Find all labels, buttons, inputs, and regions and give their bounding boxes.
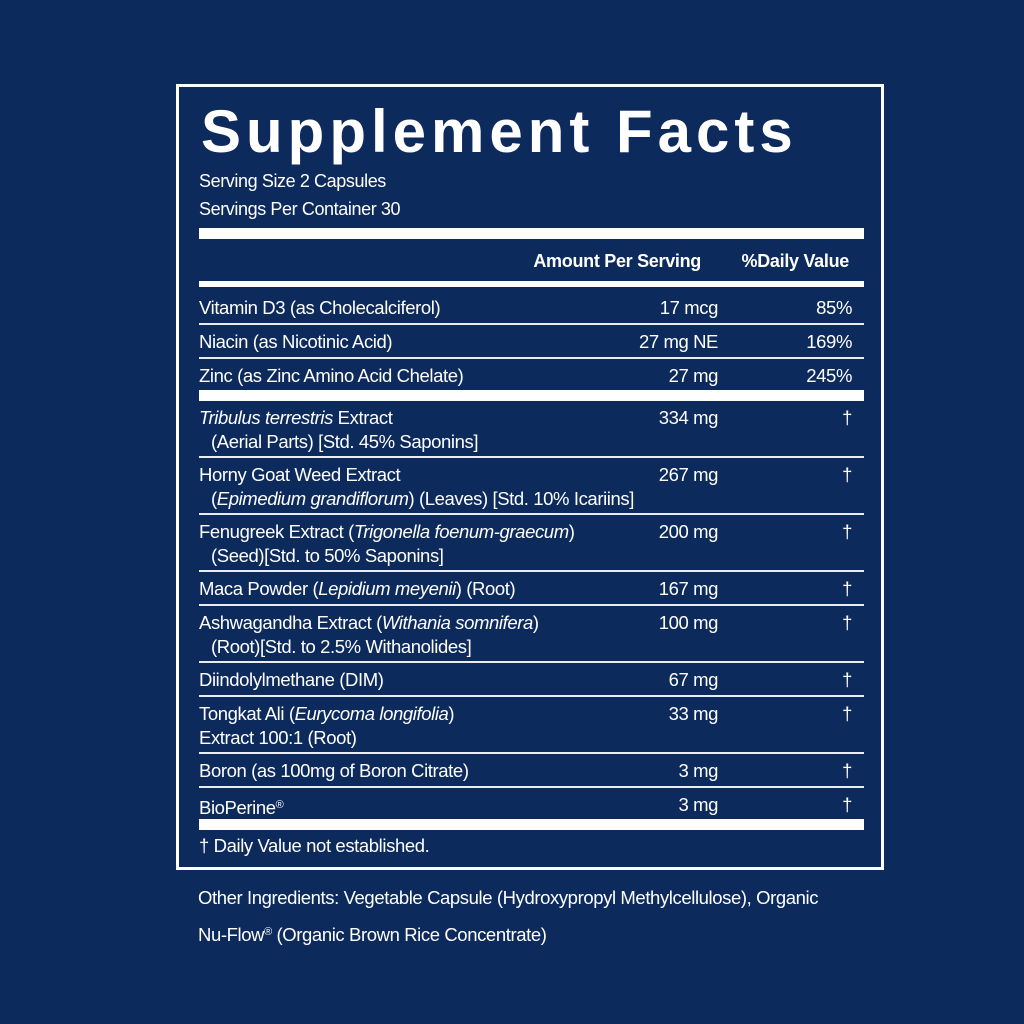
nutrient-name: BioPerine®: [199, 793, 649, 820]
daily-value: †: [842, 760, 852, 781]
name-segment: (: [211, 488, 217, 509]
name-segment: ): [532, 612, 539, 633]
table-row: Fenugreek Extract (Trigonella foenum-gra…: [199, 515, 864, 572]
name-segment: ): [448, 703, 455, 724]
name-segment: ) (Leaves) [Std. 10% Icariins]: [408, 488, 634, 509]
nutrient-name: Boron (as 100mg of Boron Citrate): [199, 759, 649, 783]
amount: 267 mg: [658, 464, 719, 485]
table-row: Maca Powder (Lepidium meyenii) (Root) 167…: [199, 572, 864, 606]
name-segment: (Root)[Std. to 2.5% Withanolides]: [211, 636, 472, 657]
daily-value: 85%: [816, 297, 852, 318]
name-segment: BioPerine: [199, 797, 276, 818]
amount-header: Amount Per Serving: [533, 251, 701, 271]
daily-value: †: [842, 407, 852, 428]
nutrient-name: Ashwagandha Extract (Withania somnifera)…: [199, 611, 649, 659]
amount: 334 mg: [658, 407, 719, 428]
daily-value: †: [842, 794, 852, 815]
nutrient-name: Fenugreek Extract (Trigonella foenum-gra…: [199, 520, 649, 568]
daily-value: †: [842, 612, 852, 633]
name-segment: (Aerial Parts) [Std. 45% Saponins]: [211, 431, 479, 452]
nutrient-name: Tribulus terrestris Extract (Aerial Parts…: [199, 406, 649, 454]
name-segment: Extract 100:1 (Root): [199, 727, 357, 748]
other-ingredients-line1: Other Ingredients: Vegetable Capsule (Hy…: [198, 887, 819, 908]
other-ingredients: Other Ingredients: Vegetable Capsule (Hy…: [198, 880, 898, 952]
servings-per-container: Servings Per Container 30: [199, 199, 401, 219]
amount: 200 mg: [658, 521, 719, 542]
nutrient-name: Tongkat Ali (Eurycoma longifolia) Extract…: [199, 702, 649, 750]
registered-mark: ®: [264, 926, 272, 938]
amount: 3 mg: [678, 794, 718, 815]
daily-value-header: %Daily Value: [741, 251, 850, 271]
name-segment: Vitamin D3 (as Cholecalciferol): [199, 297, 441, 318]
serving-size: Serving Size 2 Capsules: [199, 171, 386, 191]
table-row: Tongkat Ali (Eurycoma longifolia) Extract…: [199, 697, 864, 754]
daily-value: †: [842, 669, 852, 690]
thick-divider: [199, 390, 864, 401]
daily-value: 169%: [806, 331, 852, 352]
nutrient-name: Diindolylmethane (DIM): [199, 668, 649, 692]
daily-value: †: [842, 464, 852, 485]
name-segment: Epimedium grandiflorum: [216, 488, 409, 509]
name-segment: Ashwagandha Extract (: [199, 612, 382, 633]
table-row: Ashwagandha Extract (Withania somnifera)…: [199, 606, 864, 663]
name-segment: Eurycoma longifolia: [294, 703, 449, 724]
amount: 3 mg: [678, 760, 718, 781]
amount: 27 mg NE: [638, 331, 718, 352]
table-row: Tribulus terrestris Extract (Aerial Parts…: [199, 401, 864, 458]
table-row: Vitamin D3 (as Cholecalciferol) 17 mcg 85%: [199, 291, 864, 325]
thick-divider: [199, 819, 864, 830]
nutrient-name: Vitamin D3 (as Cholecalciferol): [199, 296, 649, 320]
name-segment: ) (Root): [455, 578, 516, 599]
table-row: BioPerine® 3 mg †: [199, 788, 864, 819]
nutrient-table: Vitamin D3 (as Cholecalciferol) 17 mcg 85%…: [199, 291, 864, 830]
nutrient-name: Niacin (as Nicotinic Acid): [199, 330, 649, 354]
name-segment: Boron (as 100mg of Boron Citrate): [199, 760, 469, 781]
name-segment: Trigonella foenum-graecum: [353, 521, 569, 542]
name-segment: Fenugreek Extract (: [199, 521, 354, 542]
name-segment: Horny Goat Weed Extract: [199, 464, 401, 485]
amount: 100 mg: [658, 612, 719, 633]
name-segment: Tribulus terrestris: [199, 407, 333, 428]
name-segment: Maca Powder (: [199, 578, 319, 599]
table-row: Zinc (as Zinc Amino Acid Chelate) 27 mg 24…: [199, 359, 864, 390]
name-segment: Tongkat Ali (: [199, 703, 295, 724]
nutrient-name: Maca Powder (Lepidium meyenii) (Root): [199, 577, 649, 601]
other-ingredients-line2: (Organic Brown Rice Concentrate): [271, 924, 547, 945]
daily-value: †: [842, 703, 852, 724]
panel-title: Supplement Facts: [201, 98, 798, 165]
name-segment: Niacin (as Nicotinic Acid): [199, 331, 393, 352]
name-segment: Extract: [332, 407, 393, 428]
amount: 33 mg: [668, 703, 719, 724]
thick-divider: [199, 228, 864, 239]
name-segment: Zinc (as Zinc Amino Acid Chelate): [199, 365, 464, 386]
daily-value: †: [842, 521, 852, 542]
amount: 17 mcg: [659, 297, 719, 318]
footnote: † Daily Value not established.: [199, 835, 430, 856]
daily-value: 245%: [806, 365, 852, 386]
table-row: Diindolylmethane (DIM) 67 mg †: [199, 663, 864, 697]
table-row: Niacin (as Nicotinic Acid) 27 mg NE 169%: [199, 325, 864, 359]
other-ingredients-nuflow: Nu-Flow: [198, 924, 265, 945]
nutrient-name: Zinc (as Zinc Amino Acid Chelate): [199, 364, 649, 388]
name-segment: Diindolylmethane (DIM): [199, 669, 384, 690]
name-segment: Lepidium meyenii: [318, 578, 456, 599]
name-segment: Withania somnifera: [381, 612, 533, 633]
supplement-facts-panel: Supplement Facts Serving Size 2 Capsules…: [176, 84, 884, 870]
amount: 27 mg: [668, 365, 719, 386]
nutrient-name: Horny Goat Weed Extract (Epimedium grandi…: [199, 463, 649, 511]
table-row: Horny Goat Weed Extract (Epimedium grandi…: [199, 458, 864, 515]
daily-value: †: [842, 578, 852, 599]
amount: 67 mg: [668, 669, 719, 690]
amount: 167 mg: [658, 578, 719, 599]
header-divider: [199, 281, 864, 287]
name-segment: ®: [275, 799, 284, 811]
name-segment: (Seed)[Std. to 50% Saponins]: [211, 545, 444, 566]
table-row: Boron (as 100mg of Boron Citrate) 3 mg †: [199, 754, 864, 788]
name-segment: ): [568, 521, 575, 542]
